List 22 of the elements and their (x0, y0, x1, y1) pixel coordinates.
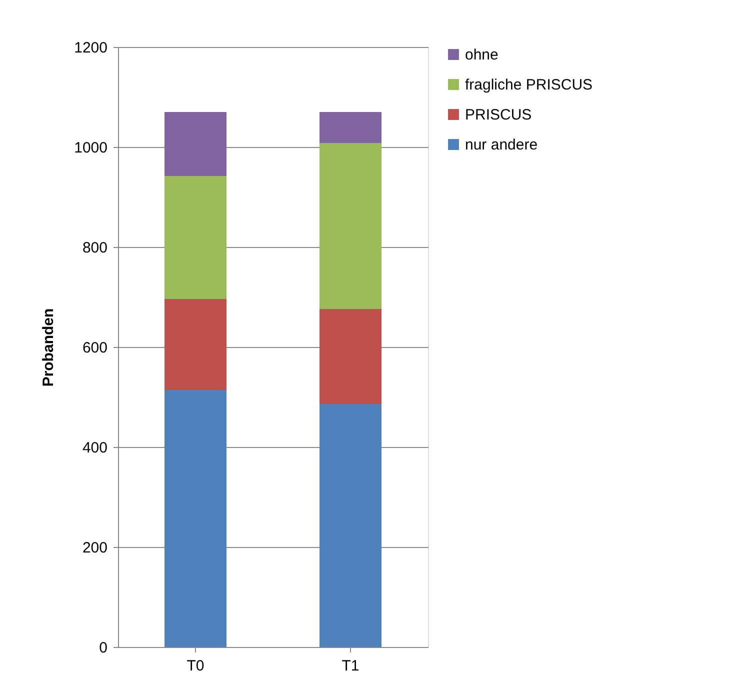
y-tick-label: 1000 (74, 140, 108, 156)
bar (164, 112, 226, 176)
bar (320, 112, 382, 143)
y-tick-label: 800 (82, 240, 108, 256)
bar (164, 176, 226, 299)
x-tick-label: T0 (186, 658, 204, 674)
y-tick-label: 200 (82, 540, 108, 556)
bar (164, 390, 226, 647)
y-tick-label: 400 (82, 440, 108, 456)
legend-label: nur andere (465, 136, 538, 154)
legend-label: ohne (465, 46, 498, 64)
legend-label: fragliche PRISCUS (465, 76, 593, 94)
bar (320, 143, 382, 309)
bar (320, 309, 382, 404)
legend-label: PRISCUS (465, 106, 532, 124)
y-tick-label: 600 (82, 340, 108, 356)
bar (164, 299, 226, 390)
y-tick-label: 1200 (74, 40, 108, 56)
y-axis-title: Probanden (40, 308, 58, 387)
x-tick-label: T1 (342, 658, 360, 674)
bar (320, 404, 382, 647)
y-tick-label: 0 (99, 640, 108, 656)
